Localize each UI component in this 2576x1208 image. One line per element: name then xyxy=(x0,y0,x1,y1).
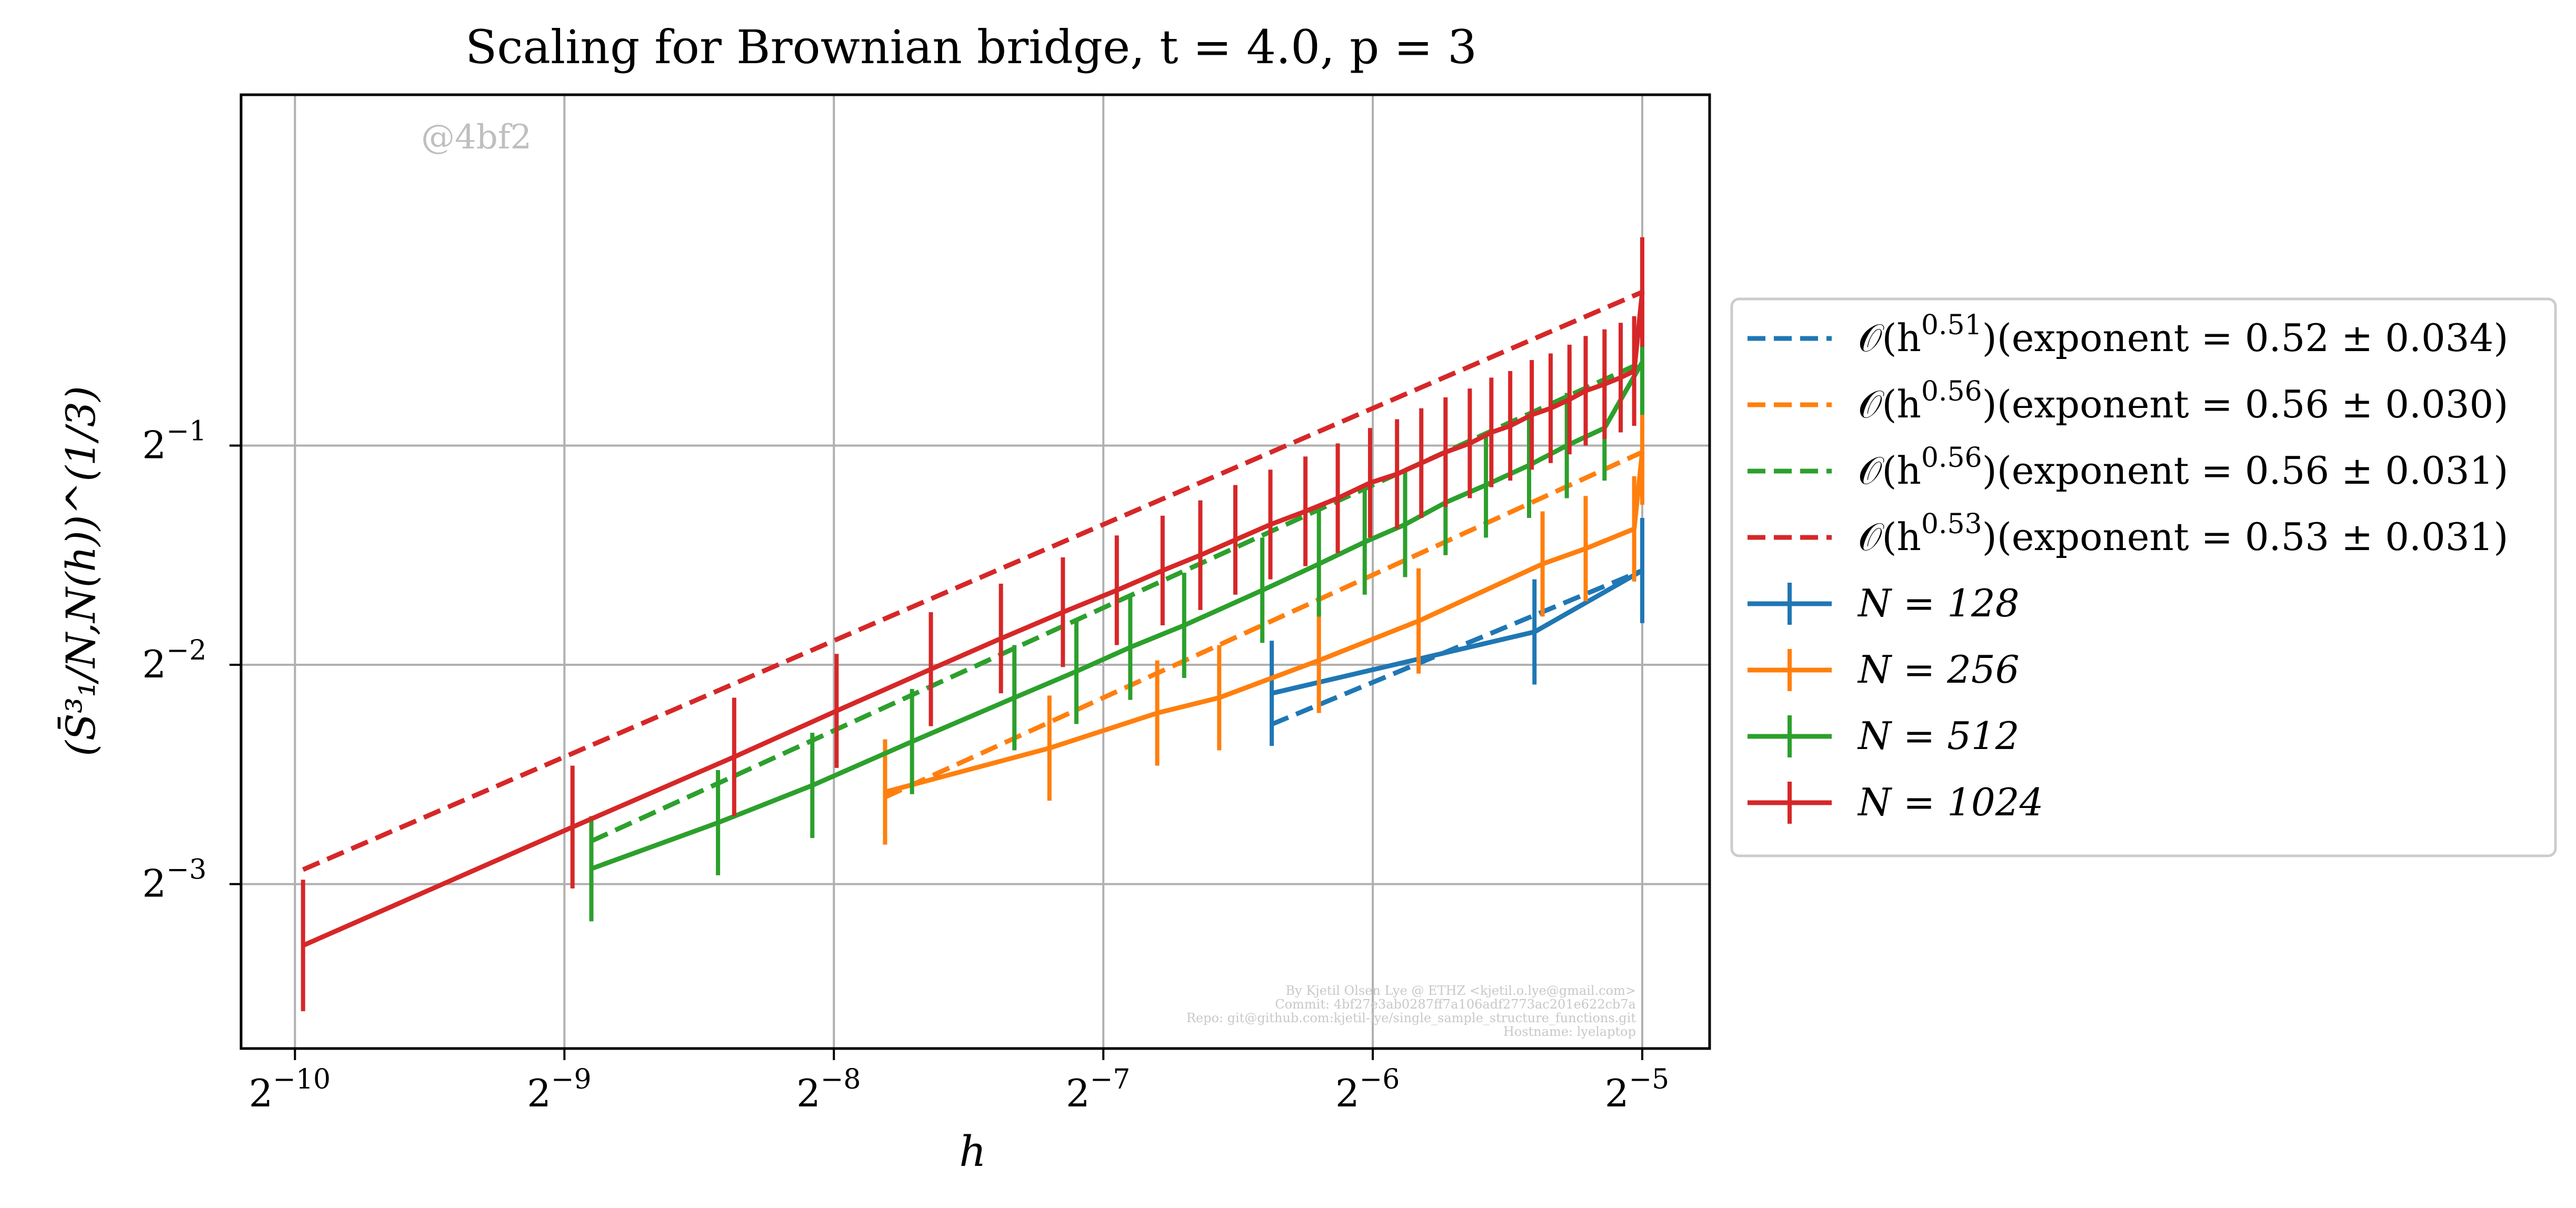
series-1 xyxy=(883,400,1645,845)
series-0 xyxy=(1270,517,1645,746)
footer-line-1: Commit: 4bf27e3ab0287ff7a106adf2773ac201… xyxy=(1275,997,1636,1012)
data-series xyxy=(301,237,1645,1012)
x-axis-label: h xyxy=(959,1127,986,1176)
fit-line-1 xyxy=(884,450,1643,800)
series-2 xyxy=(589,310,1645,922)
legend-box xyxy=(1730,297,2557,857)
legend-series-label-2: N = 512 xyxy=(1857,714,2020,758)
series-3 xyxy=(301,237,1645,1012)
fit-line-0 xyxy=(1271,568,1643,727)
footer-line-0: By Kjetil Olsen Lye @ ETHZ <kjetil.o.lye… xyxy=(1286,983,1636,998)
legend-series-label-1: N = 256 xyxy=(1857,647,2020,692)
axes-frame xyxy=(239,93,1711,1050)
legend: 𝒪(h0.51)(exponent = 0.52 ± 0.034)𝒪(h0.56… xyxy=(1730,297,2557,857)
series-line-1 xyxy=(884,452,1645,794)
legend-series-label-0: N = 128 xyxy=(1857,581,2020,625)
footer-line-2: Repo: git@github.com:kjetil-lye/single_s… xyxy=(1186,1011,1636,1025)
chart-title: Scaling for Brownian bridge, t = 4.0, p … xyxy=(465,20,1477,74)
footer-credits: By Kjetil Olsen Lye @ ETHZ <kjetil.o.lye… xyxy=(1186,983,1636,1039)
fit-line-3 xyxy=(302,289,1643,872)
svg-text:(S̄³₁/N,N(h))^(1/3): (S̄³₁/N,N(h))^(1/3) xyxy=(57,386,104,756)
series-line-2 xyxy=(590,361,1644,871)
watermark-text: @4bf2 xyxy=(421,118,532,157)
legend-series-label-3: N = 1024 xyxy=(1857,780,2043,824)
footer-line-3: Hostname: lyelaptop xyxy=(1503,1024,1636,1039)
y-axis-label: (S̄³₁/N,N(h))^(1/3) xyxy=(57,386,104,756)
